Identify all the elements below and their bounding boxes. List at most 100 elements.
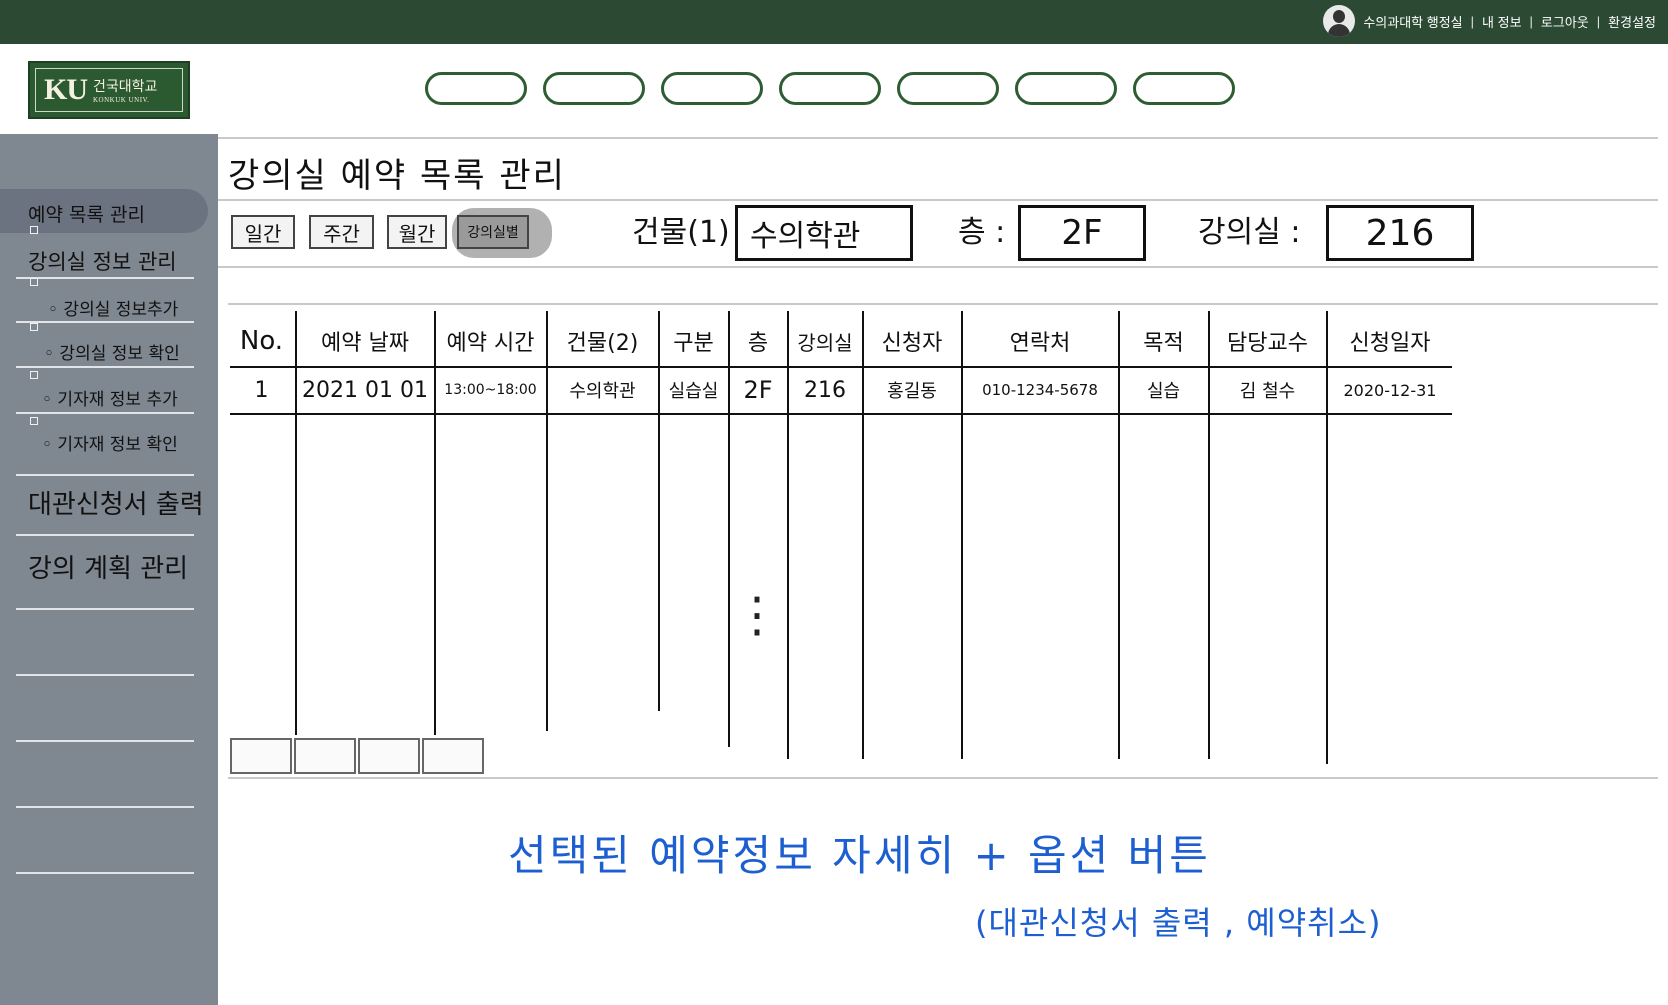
- main-nav: [425, 72, 1235, 105]
- period-weekly-button[interactable]: 주간: [309, 215, 374, 249]
- col-header-purpose: 목적: [1143, 331, 1184, 356]
- col-header-date: 예약 날짜: [321, 331, 409, 356]
- annotation-options-note: (대관신청서 출력 , 예약취소): [975, 904, 1382, 942]
- sidebar-item-check-room-info[interactable]: ◦ 강의실 정보 확인: [44, 344, 180, 364]
- checkbox-icon: [30, 278, 38, 286]
- top-bar: 수의과대학 행정실 | 내 정보 | 로그아웃 | 환경설정: [0, 0, 1668, 44]
- cell-contact: 010-1234-5678: [982, 381, 1098, 399]
- user-name: 수의과대학 행정실: [1363, 14, 1463, 30]
- grid-line: [1326, 311, 1328, 764]
- cell-time: 13:00~18:00: [444, 382, 537, 398]
- cell-professor: 김 철수: [1239, 381, 1296, 402]
- grid-line: [230, 366, 1452, 368]
- floor-filter-label: 층 :: [958, 215, 1006, 250]
- period-monthly-button[interactable]: 월간: [387, 215, 447, 249]
- grid-line: [961, 311, 963, 759]
- sidebar-item-add-room-info[interactable]: ◦ 강의실 정보추가: [48, 300, 179, 320]
- logo-ku-text: KU: [44, 73, 88, 106]
- separator: |: [1529, 13, 1533, 29]
- grid-line: [787, 311, 789, 759]
- sidebar: 예약 목록 관리 강의실 정보 관리 ◦ 강의실 정보추가 ◦ 강의실 정보 확…: [0, 134, 218, 1005]
- grid-line: [862, 311, 864, 759]
- cell-building: 수의학관: [569, 381, 636, 402]
- grid-line: [295, 311, 297, 735]
- divider: [16, 277, 194, 279]
- col-header-apply-date: 신청일자: [1349, 331, 1431, 356]
- divider: [16, 321, 194, 323]
- divider: [16, 806, 194, 808]
- divider: [16, 608, 194, 610]
- nav-pill-1[interactable]: [425, 72, 527, 105]
- checkbox-icon: [30, 371, 38, 379]
- cell-room: 216: [804, 377, 846, 403]
- checkbox-icon: [30, 323, 38, 331]
- floor-filter-field[interactable]: 2F: [1018, 205, 1146, 261]
- grid-line: [230, 413, 1452, 415]
- building-filter-label: 건물(1) :: [632, 215, 750, 250]
- room-filter-label: 강의실 :: [1198, 215, 1301, 250]
- grid-line: [1118, 311, 1120, 759]
- nav-pill-7[interactable]: [1133, 72, 1235, 105]
- col-header-professor: 담당교수: [1227, 331, 1308, 356]
- my-info-link[interactable]: 내 정보: [1482, 14, 1522, 30]
- divider: [228, 303, 1658, 305]
- grid-line: [658, 311, 660, 711]
- building-filter-field[interactable]: 수의학관: [735, 205, 913, 261]
- col-header-no: No.: [239, 326, 284, 356]
- divider: [16, 366, 194, 368]
- grid-line: [1208, 311, 1210, 759]
- separator: |: [1596, 13, 1601, 29]
- settings-link[interactable]: 환경설정: [1608, 14, 1656, 30]
- annotation-detail-note: 선택된 예약정보 자세히 + 옵션 버튼: [508, 831, 1211, 880]
- sidebar-active-highlight: [0, 189, 208, 233]
- separator: |: [1470, 13, 1475, 29]
- divider: [16, 474, 194, 476]
- nav-pill-3[interactable]: [661, 72, 763, 105]
- divider: [16, 872, 194, 874]
- page-button-2[interactable]: [294, 738, 356, 774]
- divider: [16, 740, 194, 742]
- sidebar-item-add-equipment[interactable]: ◦ 기자재 정보 추가: [42, 390, 178, 410]
- col-header-building: 건물(2): [566, 331, 639, 356]
- period-daily-button[interactable]: 일간: [231, 215, 295, 249]
- checkbox-icon: [30, 226, 38, 234]
- nav-pill-2[interactable]: [543, 72, 645, 105]
- col-header-applicant: 신청자: [881, 331, 943, 356]
- grid-line: [546, 311, 548, 731]
- logo-en-text: KONKUK UNIV.: [93, 96, 150, 104]
- sidebar-item-print-rental-form[interactable]: 대관신청서 출력: [28, 490, 204, 520]
- logout-link[interactable]: 로그아웃: [1540, 14, 1589, 30]
- room-filter-field[interactable]: 216: [1326, 205, 1474, 261]
- nav-pill-4[interactable]: [779, 72, 881, 105]
- user-avatar-icon: [1323, 5, 1356, 37]
- divider: [228, 777, 1658, 779]
- cell-floor: 2F: [743, 376, 773, 404]
- page-title: 강의실 예약 목록 관리: [228, 156, 566, 196]
- page-button-1[interactable]: [230, 738, 292, 774]
- divider: [218, 199, 1658, 201]
- col-header-time: 예약 시간: [446, 331, 535, 356]
- page-button-4[interactable]: [422, 738, 484, 774]
- konkuk-logo[interactable]: KU 건국대학교 KONKUK UNIV.: [28, 61, 190, 119]
- cell-date: 2021 01 01: [302, 377, 428, 403]
- nav-pill-5[interactable]: [897, 72, 999, 105]
- cell-applicant: 홍길동: [887, 381, 937, 402]
- sidebar-item-lecture-plan[interactable]: 강의 계획 관리: [28, 554, 189, 584]
- divider: [16, 534, 194, 536]
- grid-line: [728, 311, 730, 747]
- user-area: 수의과대학 행정실 | 내 정보 | 로그아웃 | 환경설정: [1323, 5, 1656, 37]
- pagination: [230, 738, 486, 774]
- period-by-room-button[interactable]: 강의실별: [457, 215, 529, 249]
- sidebar-item-room-info[interactable]: 강의실 정보 관리: [28, 250, 177, 274]
- page-button-3[interactable]: [358, 738, 420, 774]
- col-header-floor: 층: [747, 331, 769, 356]
- sidebar-item-reservation-list[interactable]: 예약 목록 관리: [28, 204, 145, 226]
- col-header-contact: 연락처: [1009, 331, 1071, 356]
- nav-pill-6[interactable]: [1015, 72, 1117, 105]
- col-header-category: 구분: [673, 331, 714, 356]
- cell-purpose: 실습: [1146, 381, 1181, 402]
- divider: [16, 674, 194, 676]
- grid-line: [434, 311, 436, 735]
- sidebar-item-check-equipment[interactable]: ◦ 기자재 정보 확인: [42, 435, 178, 455]
- cell-no: 1: [254, 377, 269, 403]
